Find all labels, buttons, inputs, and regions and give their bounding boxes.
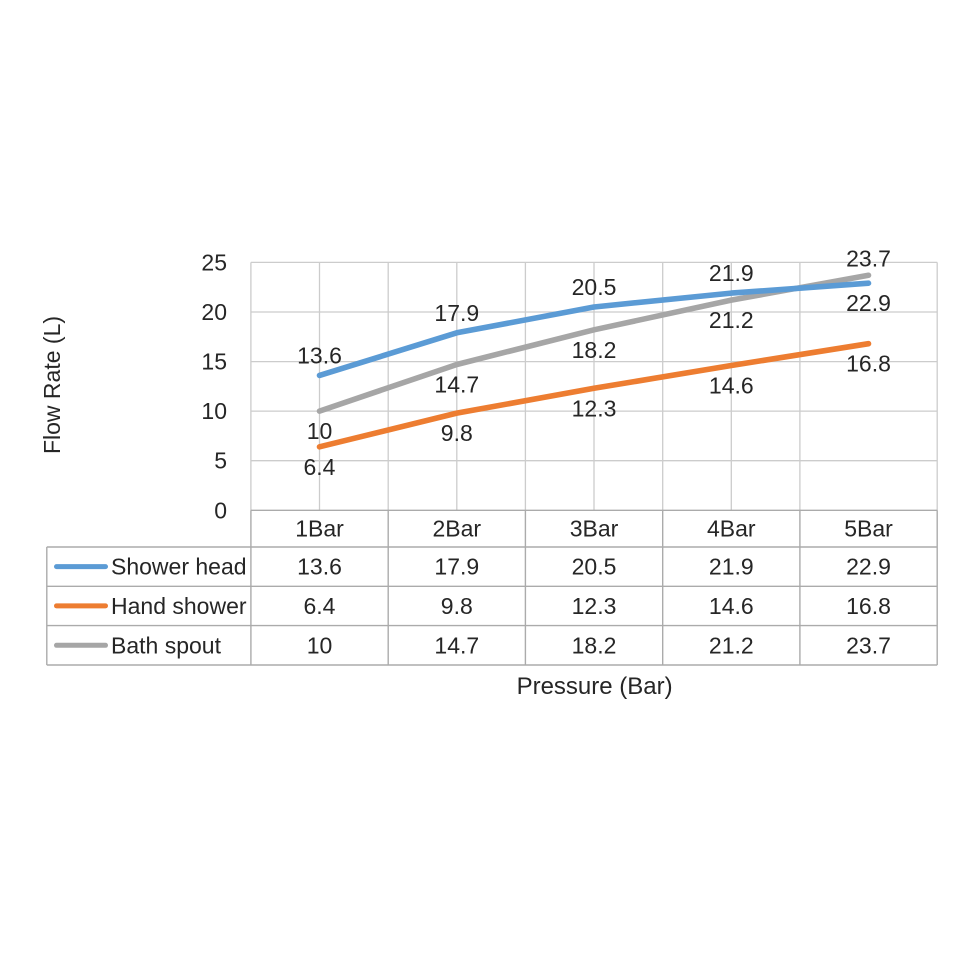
svg-text:Shower head: Shower head bbox=[111, 554, 247, 580]
svg-text:14.7: 14.7 bbox=[434, 372, 479, 398]
svg-text:23.7: 23.7 bbox=[846, 632, 891, 658]
svg-text:20.5: 20.5 bbox=[572, 554, 617, 580]
svg-text:6.4: 6.4 bbox=[304, 454, 336, 480]
svg-text:25: 25 bbox=[201, 249, 227, 275]
svg-text:9.8: 9.8 bbox=[441, 593, 473, 619]
svg-text:17.9: 17.9 bbox=[434, 300, 479, 326]
svg-text:13.6: 13.6 bbox=[297, 554, 342, 580]
svg-text:4Bar: 4Bar bbox=[707, 516, 756, 542]
svg-text:10: 10 bbox=[307, 418, 333, 444]
svg-text:16.8: 16.8 bbox=[846, 351, 891, 377]
svg-text:20.5: 20.5 bbox=[572, 274, 617, 300]
svg-text:12.3: 12.3 bbox=[572, 593, 617, 619]
svg-text:12.3: 12.3 bbox=[572, 395, 617, 421]
svg-text:18.2: 18.2 bbox=[572, 632, 617, 658]
svg-text:23.7: 23.7 bbox=[846, 246, 891, 272]
svg-text:3Bar: 3Bar bbox=[570, 516, 619, 542]
svg-text:13.6: 13.6 bbox=[297, 342, 342, 368]
svg-text:5: 5 bbox=[214, 448, 227, 474]
svg-text:20: 20 bbox=[201, 299, 227, 325]
svg-text:18.2: 18.2 bbox=[572, 337, 617, 363]
svg-text:14.6: 14.6 bbox=[709, 593, 754, 619]
svg-text:21.2: 21.2 bbox=[709, 307, 754, 333]
svg-text:10: 10 bbox=[201, 398, 227, 424]
svg-text:22.9: 22.9 bbox=[846, 554, 891, 580]
svg-text:22.9: 22.9 bbox=[846, 290, 891, 316]
svg-text:10: 10 bbox=[307, 632, 333, 658]
svg-text:9.8: 9.8 bbox=[441, 420, 473, 446]
svg-text:21.9: 21.9 bbox=[709, 260, 754, 286]
svg-text:21.2: 21.2 bbox=[709, 632, 754, 658]
svg-text:Hand shower: Hand shower bbox=[111, 593, 247, 619]
svg-text:14.6: 14.6 bbox=[709, 373, 754, 399]
svg-text:Bath spout: Bath spout bbox=[111, 632, 222, 658]
svg-text:5Bar: 5Bar bbox=[844, 516, 893, 542]
svg-text:6.4: 6.4 bbox=[304, 593, 336, 619]
svg-text:2Bar: 2Bar bbox=[433, 516, 482, 542]
svg-text:16.8: 16.8 bbox=[846, 593, 891, 619]
svg-text:21.9: 21.9 bbox=[709, 554, 754, 580]
svg-text:Pressure (Bar): Pressure (Bar) bbox=[517, 673, 673, 700]
svg-text:14.7: 14.7 bbox=[434, 632, 479, 658]
svg-text:15: 15 bbox=[201, 349, 227, 375]
svg-text:17.9: 17.9 bbox=[434, 554, 479, 580]
svg-text:0: 0 bbox=[214, 497, 227, 523]
svg-text:Flow Rate (L): Flow Rate (L) bbox=[39, 316, 65, 454]
svg-text:1Bar: 1Bar bbox=[295, 516, 344, 542]
